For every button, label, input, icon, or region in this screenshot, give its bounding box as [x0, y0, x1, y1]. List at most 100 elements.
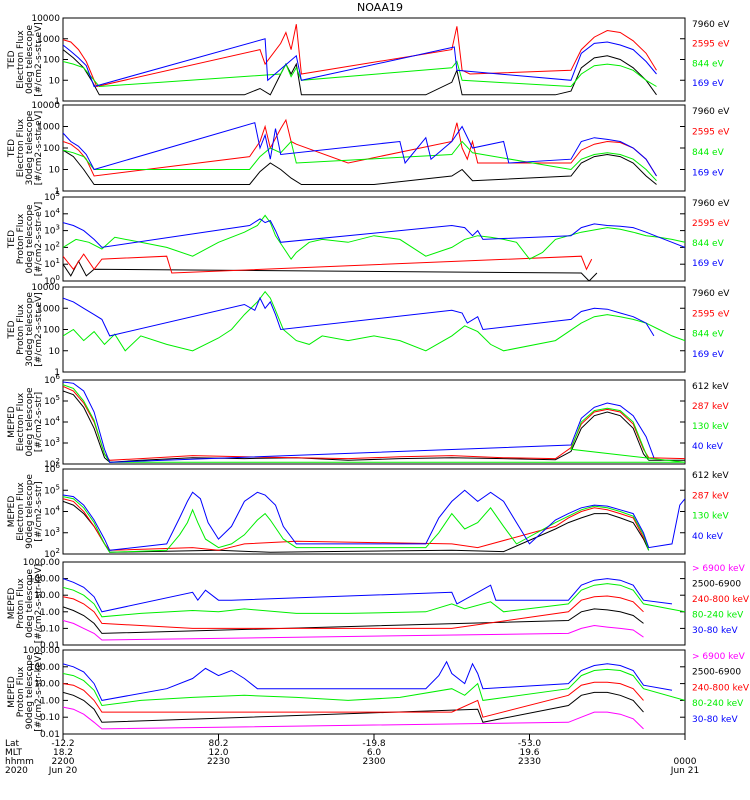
series-blue — [63, 578, 673, 613]
x-tick-label: 80.2 — [208, 739, 228, 749]
y-tick-label: 1000 — [37, 304, 60, 314]
legend-entry: 240-800 keV — [692, 683, 750, 693]
series-blue — [63, 38, 657, 88]
y-tick-label: 10 — [49, 166, 61, 176]
series-green — [63, 496, 650, 553]
y-tick-label: 10.00 — [34, 680, 60, 690]
y-tick-label: 1000 — [37, 123, 60, 133]
x-tick-label: 12.0 — [208, 748, 228, 758]
x-row-label: Lat — [5, 739, 20, 749]
legend-entry: 80-240 keV — [692, 699, 744, 709]
y-tick-label: 105 — [44, 190, 60, 203]
x-tick-label: 2230 — [207, 757, 230, 767]
x-tick-label: 2330 — [518, 757, 541, 767]
series-black — [63, 606, 644, 634]
y-tick-label: 1 — [54, 368, 60, 378]
legend-entry: 844 eV — [692, 239, 725, 249]
series-group — [63, 578, 685, 641]
series-green — [63, 668, 685, 707]
y-tick-label: 0.10 — [40, 713, 60, 723]
legend-entry: 7960 eV — [692, 289, 730, 299]
x-tick-label: -53.0 — [518, 739, 542, 749]
legend-entry: 130 keV — [692, 422, 729, 432]
y-tick-label: 1000.00 — [23, 646, 60, 656]
x-tick-label: Jun 21 — [670, 766, 699, 776]
series-blue — [63, 122, 657, 177]
y-tick-label: 100 — [43, 326, 60, 336]
legend-entry: 30-80 keV — [692, 626, 738, 636]
legend-entry: 7960 eV — [692, 107, 730, 117]
panel-frame — [62, 468, 686, 555]
y-tick-label: 10 — [49, 76, 61, 86]
series-blue — [63, 296, 655, 337]
series-group — [63, 214, 685, 281]
series-blue — [63, 381, 655, 463]
series-green — [63, 140, 657, 182]
series-black — [63, 49, 657, 96]
y-axis-label: TEDProton Flux30deg telescope[#/cm2-s-st… — [7, 292, 44, 367]
y-tick-label: 0.01 — [40, 641, 60, 651]
panel-frame — [62, 196, 686, 282]
legend-entry: 130 keV — [692, 512, 729, 522]
x-tick-label: 6.0 — [367, 748, 382, 758]
y-tick-label: 100.00 — [29, 575, 61, 585]
y-tick-label: 105 — [44, 483, 60, 496]
series-black — [63, 149, 657, 185]
y-tick-label: 0.01 — [40, 730, 60, 740]
series-red — [63, 595, 644, 629]
legend-entry: 844 eV — [692, 330, 725, 340]
y-tick-label: 100 — [43, 56, 60, 66]
y-tick-label: 100 — [43, 144, 60, 154]
series-green — [63, 60, 657, 88]
y-axis-label: TEDElectron Flux0deg telescope[#/cm2-s-s… — [7, 22, 44, 97]
y-tick-label: 1.00 — [40, 696, 60, 706]
x-tick-label: 18.2 — [53, 748, 73, 758]
legend-entry: 2500-6900 — [692, 580, 741, 590]
y-tick-label: 1000 — [37, 35, 60, 45]
series-group — [63, 290, 685, 352]
x-tick-label: -12.2 — [51, 739, 74, 749]
series-group — [63, 118, 657, 185]
legend-entry: 7960 eV — [692, 199, 730, 209]
panel-meped-proton-0deg: 0.01 0.10 1.00 10.00 100.00 1000.00MEPEDProto… — [7, 558, 750, 651]
y-tick-label: 101 — [44, 257, 60, 270]
legend-entry: 287 keV — [692, 491, 729, 501]
series-magenta — [63, 706, 644, 730]
series-green — [63, 214, 685, 260]
legend-entry: 844 eV — [692, 59, 725, 69]
series-group — [63, 660, 685, 730]
legend-entry: 2595 eV — [692, 40, 730, 50]
legend-entry: 2595 eV — [692, 128, 730, 138]
y-tick-label: 10000 — [31, 101, 60, 111]
y-tick-label: 102 — [44, 240, 60, 253]
series-red — [63, 118, 657, 177]
series-black — [63, 260, 598, 281]
y-tick-label: 100.00 — [29, 663, 61, 673]
y-tick-label: 104 — [44, 207, 60, 220]
y-tick-label: 103 — [44, 224, 60, 237]
series-group — [63, 489, 685, 553]
series-blue — [63, 489, 685, 551]
y-tick-label: 1000.00 — [23, 558, 60, 568]
figure-title: NOAA19 — [357, 1, 403, 14]
x-tick-label: 2300 — [363, 757, 386, 767]
y-tick-label: 106 — [44, 373, 60, 386]
legend-entry: 612 keV — [692, 471, 729, 481]
series-group — [63, 24, 657, 96]
legend-entry: 30-80 keV — [692, 715, 738, 725]
series-green — [63, 290, 685, 352]
y-tick-label: 104 — [44, 415, 60, 428]
panels: 1 10 100 1000 10000 TEDElectron Flux0deg tele… — [7, 14, 750, 740]
legend-entry: 169 eV — [692, 169, 725, 179]
y-tick-label: 104 — [44, 505, 60, 518]
legend-entry: > 6900 keV — [692, 564, 746, 574]
x-tick-label: -19.8 — [362, 739, 386, 749]
y-axis-label: MEPEDProton Flux0deg telescope[#/cm2-s-s… — [7, 564, 44, 643]
x-tick-label: 19.6 — [519, 748, 539, 758]
x-tick-label: Jun 20 — [48, 766, 78, 776]
